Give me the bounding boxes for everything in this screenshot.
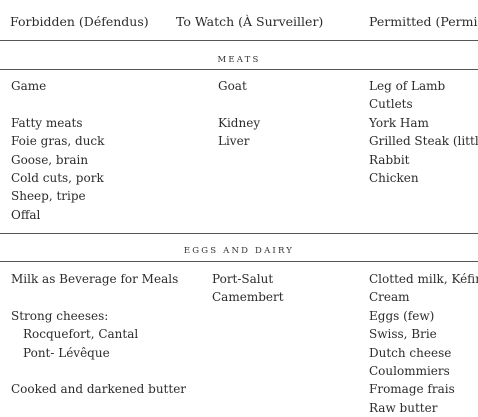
eggs-dairy-to-watch-item: Camembert bbox=[212, 290, 284, 305]
eggs-dairy-forbidden-item: Rocquefort, Cantal bbox=[23, 327, 139, 342]
eggs-dairy-permitted-item: Clotted milk, Kéfir bbox=[369, 272, 478, 286]
header-permitted: Permitted (Permis) bbox=[369, 14, 478, 29]
meats-permitted-item: Rabbit bbox=[369, 152, 410, 167]
eggs-dairy-forbidden-column: Milk as Beverage for Meals . Strong chee… bbox=[11, 270, 186, 399]
meats-forbidden-item: Game bbox=[11, 79, 47, 93]
eggs-dairy-forbidden-item: Cooked and darkened butter bbox=[11, 382, 187, 397]
eggs-dairy-permitted-item: Swiss, Brie bbox=[369, 327, 437, 342]
eggs-dairy-forbidden-item: Milk as Beverage for Meals bbox=[11, 272, 179, 286]
meats-to-watch-item: Kidney bbox=[218, 115, 261, 130]
rule-top bbox=[0, 40, 478, 41]
eggs-dairy-permitted-item: Coulommiers bbox=[369, 363, 450, 378]
meats-forbidden-item: Goose, brain bbox=[11, 152, 89, 167]
section-title-meats: MEATS bbox=[217, 55, 261, 65]
eggs-dairy-forbidden-item: Strong cheeses: bbox=[11, 308, 109, 323]
header-to-watch: To Watch (À Surveiller) bbox=[176, 14, 324, 29]
meats-forbidden-item: Offal bbox=[11, 207, 41, 222]
meats-to-watch-item: Goat bbox=[218, 79, 247, 93]
eggs-dairy-permitted-item: Dutch cheese bbox=[369, 345, 452, 360]
section-title-eggs-dairy: EGGS AND DAIRY bbox=[183, 246, 295, 256]
meats-forbidden-item: Fatty meats bbox=[11, 115, 83, 130]
eggs-dairy-permitted-item: Fromage frais bbox=[369, 382, 455, 397]
rule-meats-end bbox=[0, 233, 478, 234]
meats-to-watch-column: Goat . Kidney Liver bbox=[218, 77, 260, 151]
header-forbidden: Forbidden (Défendus) bbox=[10, 14, 149, 29]
eggs-dairy-permitted-item: Raw butter bbox=[369, 400, 438, 415]
meats-permitted-item: Cutlets bbox=[369, 97, 413, 112]
eggs-dairy-permitted-column: Clotted milk, Kéfir Cream Eggs (few) Swi… bbox=[369, 270, 478, 417]
eggs-dairy-permitted-item: Cream bbox=[369, 290, 410, 305]
meats-to-watch-item: Liver bbox=[218, 134, 250, 149]
meats-forbidden-item: Cold cuts, pork bbox=[11, 170, 104, 185]
meats-permitted-item: York Ham bbox=[369, 115, 429, 130]
meats-forbidden-item: Sheep, tripe bbox=[11, 189, 86, 204]
eggs-dairy-to-watch-column: Port-Salut Camembert bbox=[212, 270, 284, 307]
meats-forbidden-column: Game . Fatty meats Foie gras, duck Goose… bbox=[11, 77, 104, 224]
eggs-dairy-forbidden-item: Pont- Lévêque bbox=[23, 345, 110, 360]
eggs-dairy-permitted-item: Eggs (few) bbox=[369, 308, 435, 323]
meats-permitted-item: Chicken bbox=[369, 170, 419, 185]
meats-permitted-column: Leg of Lamb Cutlets York Ham Grilled Ste… bbox=[369, 77, 478, 187]
eggs-dairy-to-watch-item: Port-Salut bbox=[212, 272, 274, 286]
meats-permitted-item: Leg of Lamb bbox=[369, 79, 446, 93]
meats-forbidden-item: Foie gras, duck bbox=[11, 134, 105, 149]
rule-meats bbox=[0, 69, 478, 70]
meats-permitted-item: Grilled Steak (little) bbox=[369, 134, 478, 149]
rule-eggs-dairy bbox=[0, 261, 478, 262]
